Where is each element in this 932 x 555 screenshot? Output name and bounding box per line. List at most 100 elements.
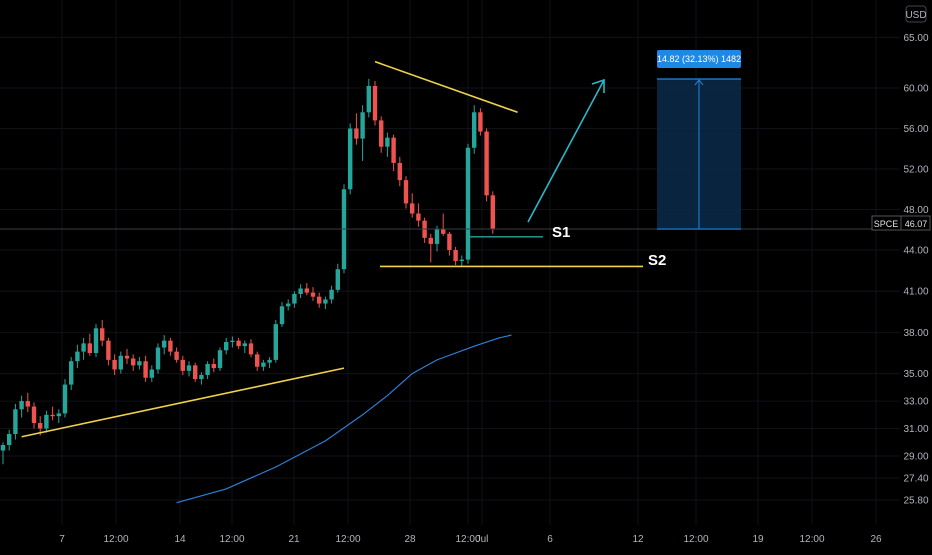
candle <box>310 287 316 301</box>
drawings-layer <box>0 60 900 438</box>
candle-body <box>292 293 297 304</box>
candle <box>441 213 446 236</box>
candle-body <box>87 343 92 353</box>
candle <box>143 355 148 382</box>
candle <box>168 337 173 356</box>
candle-body <box>310 292 316 297</box>
y-tick-label: 48.00 <box>903 205 928 216</box>
candle <box>0 442 6 465</box>
candle <box>335 263 340 293</box>
candle <box>199 372 204 385</box>
candle-body <box>490 195 495 229</box>
candle-body <box>25 401 30 407</box>
candle-body <box>391 137 396 163</box>
measure-label-bg <box>657 50 741 68</box>
candle <box>360 105 365 161</box>
candle-body <box>286 303 291 307</box>
candle <box>348 123 353 195</box>
trendline <box>21 367 345 438</box>
candle-body <box>428 237 433 244</box>
candle-body <box>56 413 61 417</box>
trendline <box>374 60 518 114</box>
candle <box>75 344 80 369</box>
candle-body <box>348 128 353 190</box>
candle-body <box>472 112 477 148</box>
candle <box>230 336 235 348</box>
candle-body <box>13 409 18 435</box>
candle <box>354 113 359 145</box>
measure-label: 14.82 (32.13%) 1482 <box>657 50 741 68</box>
x-tick-label: 12:00 <box>799 534 824 545</box>
candle <box>217 347 223 371</box>
candle <box>13 403 18 440</box>
y-tick-label: 60.00 <box>903 84 928 95</box>
candle-body <box>459 259 464 261</box>
candle-body <box>69 361 74 385</box>
candle <box>87 333 92 356</box>
candle <box>410 193 415 218</box>
candle <box>56 409 61 424</box>
candle <box>186 361 192 377</box>
candle <box>434 225 440 252</box>
candle <box>25 392 30 413</box>
x-tick-label: 12:00 <box>683 534 708 545</box>
currency-label: USD <box>905 10 926 21</box>
candle-body <box>329 289 334 300</box>
candle-body <box>360 112 365 139</box>
candle-body <box>62 384 68 414</box>
x-tick-label: 14 <box>174 534 186 545</box>
price-tag-value: 46.07 <box>905 219 928 229</box>
currency-button[interactable] <box>905 5 927 23</box>
candle <box>286 299 291 311</box>
candle-body <box>261 362 266 367</box>
candle-body <box>131 358 136 366</box>
candle-body <box>112 359 117 370</box>
candle <box>137 357 142 370</box>
candle <box>385 132 390 157</box>
candle <box>366 78 371 118</box>
projection-arrowhead <box>591 78 605 93</box>
candle <box>236 337 241 349</box>
candle <box>298 284 303 299</box>
candle-body <box>50 414 55 417</box>
candle-body <box>267 359 272 363</box>
candle <box>7 429 12 451</box>
moving-average-line <box>176 334 512 504</box>
candle <box>131 354 136 371</box>
candle-body <box>366 85 371 113</box>
price-axis[interactable]: 65.00 60.00 56.00 52.00 48.00 44.00 41.00 38.00… <box>903 33 928 507</box>
candle <box>428 233 433 263</box>
measure-tool <box>657 78 741 230</box>
candle-body <box>453 250 458 261</box>
candle <box>329 285 334 304</box>
candle-body <box>434 228 440 244</box>
candle-body <box>137 361 142 366</box>
candle <box>174 347 179 363</box>
projection-arrow <box>527 79 605 223</box>
candle-body <box>484 131 489 196</box>
candle-body <box>385 137 390 147</box>
candle-body <box>379 120 384 147</box>
x-tick-label: 12:00 <box>103 534 128 545</box>
candle-body <box>199 374 204 380</box>
candle-body <box>100 328 105 341</box>
candle <box>242 340 247 353</box>
candle <box>273 320 278 363</box>
candle <box>422 217 427 243</box>
candle <box>19 395 24 418</box>
candle <box>100 320 105 347</box>
y-tick-label: 33.00 <box>903 397 928 408</box>
candle <box>453 246 458 266</box>
candle-body <box>174 351 179 360</box>
candle-body <box>205 363 210 375</box>
candle-body <box>224 342 229 351</box>
candle-body <box>255 354 260 367</box>
candle <box>149 365 154 382</box>
candle <box>304 282 309 296</box>
candle-body <box>93 328 99 353</box>
y-tick-label: 52.00 <box>903 165 928 176</box>
candle <box>279 302 285 327</box>
